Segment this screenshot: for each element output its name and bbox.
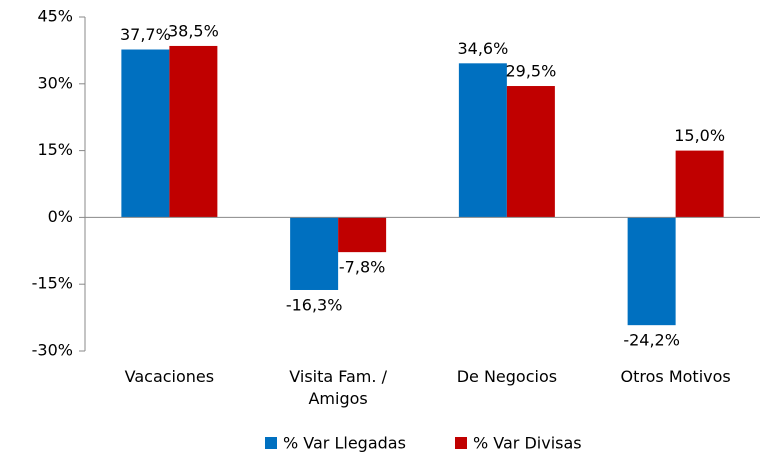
- data-label: -24,2%: [623, 331, 680, 350]
- x-tick-label: Vacaciones: [124, 367, 215, 386]
- data-label: 15,0%: [674, 126, 725, 145]
- y-tick-label: 0%: [48, 207, 73, 226]
- bar: [290, 217, 339, 290]
- bar: [169, 45, 218, 218]
- bar: [675, 150, 724, 218]
- y-tick-label: 30%: [37, 73, 73, 92]
- y-tick-label: -30%: [32, 341, 73, 360]
- bar: [506, 86, 555, 218]
- data-label: -7,8%: [339, 258, 385, 277]
- bar: [458, 63, 507, 218]
- bar: [627, 217, 676, 326]
- bar: [338, 217, 387, 253]
- x-tick-label: De Negocios: [456, 367, 558, 386]
- legend-swatch: [265, 437, 277, 449]
- legend-swatch: [455, 437, 467, 449]
- data-label: -16,3%: [286, 295, 343, 314]
- x-tick-label: Otros Motivos: [620, 367, 731, 386]
- data-label: 37,7%: [120, 25, 171, 44]
- data-label: 34,6%: [457, 39, 508, 58]
- y-tick-label: 45%: [37, 7, 73, 26]
- y-tick-label: 15%: [37, 140, 73, 159]
- bar: [121, 49, 170, 218]
- legend-label: % Var Llegadas: [283, 434, 406, 453]
- data-label: 38,5%: [168, 21, 219, 40]
- legend-label: % Var Divisas: [473, 434, 582, 453]
- data-label: 29,5%: [505, 62, 556, 81]
- x-tick-label: Visita Fam. / Amigos: [289, 367, 387, 408]
- y-tick-label: -15%: [32, 274, 73, 293]
